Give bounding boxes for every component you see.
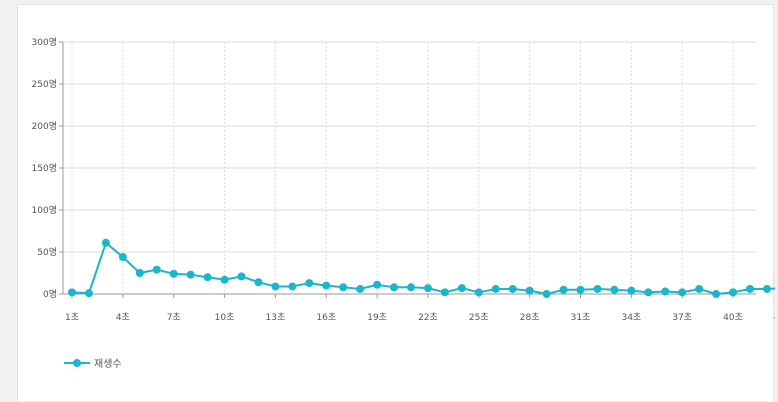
data-point[interactable] — [525, 286, 534, 295]
x-tick-label: 37초 — [672, 312, 692, 323]
data-point[interactable] — [254, 278, 263, 287]
data-point[interactable] — [695, 284, 704, 293]
y-tick-label: 300명 — [32, 37, 57, 48]
x-tick-label: 16초 — [316, 312, 336, 323]
data-point[interactable] — [118, 253, 127, 262]
data-point[interactable] — [610, 285, 619, 294]
data-point[interactable] — [390, 283, 399, 292]
data-point[interactable] — [356, 284, 365, 293]
y-tick-label: 100명 — [32, 205, 57, 216]
y-tick-label: 50명 — [37, 247, 57, 258]
data-point[interactable] — [84, 289, 93, 298]
data-point[interactable] — [491, 284, 500, 293]
data-point[interactable] — [678, 288, 687, 297]
x-tick-label: 7초 — [167, 312, 181, 323]
data-point[interactable] — [169, 269, 178, 278]
data-point[interactable] — [407, 283, 415, 292]
data-point[interactable] — [305, 279, 314, 288]
x-tick-label: 31초 — [571, 312, 591, 323]
data-point[interactable] — [237, 272, 246, 281]
data-point[interactable] — [68, 288, 76, 297]
data-point[interactable] — [542, 290, 551, 298]
data-point[interactable] — [508, 284, 517, 293]
data-point[interactable] — [220, 275, 229, 284]
data-point[interactable] — [559, 285, 568, 294]
y-tick-label: 200명 — [32, 121, 57, 132]
data-point[interactable] — [423, 284, 432, 293]
y-tick-label: 250명 — [32, 79, 57, 90]
x-tick-label: 1초 — [65, 312, 79, 323]
data-point[interactable] — [729, 288, 738, 297]
data-point[interactable] — [440, 288, 449, 297]
legend-marker — [73, 359, 81, 367]
legend-label: 재생수 — [94, 358, 122, 370]
x-tick-label: 13초 — [266, 312, 286, 323]
data-point[interactable] — [627, 286, 636, 295]
data-point[interactable] — [101, 238, 110, 247]
data-point[interactable] — [457, 284, 466, 293]
x-tick-label: 40초 — [723, 312, 743, 323]
y-tick-label: 0명 — [43, 289, 57, 300]
x-tick-label: 43초 — [774, 312, 775, 323]
data-point[interactable] — [373, 280, 382, 289]
x-tick-label: 22초 — [418, 312, 438, 323]
x-tick-label: 34초 — [621, 312, 641, 323]
legend[interactable]: 재생수 — [64, 358, 122, 370]
data-point[interactable] — [661, 287, 670, 296]
data-point[interactable] — [339, 283, 348, 292]
data-point[interactable] — [271, 282, 280, 291]
data-point[interactable] — [288, 282, 297, 291]
data-point[interactable] — [644, 288, 653, 297]
x-tick-label: 25초 — [469, 312, 489, 323]
data-point[interactable] — [746, 284, 754, 293]
data-point[interactable] — [203, 273, 212, 282]
chart-card: 0명 50명 100명 150명 200명 250명 300명 1초 4초 7초 10초 13초 16… — [17, 4, 775, 401]
data-point[interactable] — [576, 285, 585, 294]
x-tick-label: 19초 — [367, 312, 387, 323]
data-point[interactable] — [135, 269, 144, 277]
data-point[interactable] — [474, 288, 483, 297]
x-tick-label: 4초 — [116, 312, 130, 323]
series-line — [71, 241, 775, 295]
data-point[interactable] — [762, 284, 771, 293]
x-tick-label: 28초 — [520, 312, 540, 323]
data-point[interactable] — [186, 270, 195, 279]
data-point[interactable] — [593, 284, 602, 293]
line-chart: 0명 50명 100명 150명 200명 250명 300명 1초 4초 7초 10초 13초 16… — [32, 37, 775, 370]
data-point[interactable] — [712, 290, 721, 298]
data-point[interactable] — [322, 281, 331, 290]
data-point[interactable] — [152, 265, 161, 274]
x-tick-label: 10초 — [215, 312, 235, 323]
y-tick-label: 150명 — [32, 163, 57, 174]
